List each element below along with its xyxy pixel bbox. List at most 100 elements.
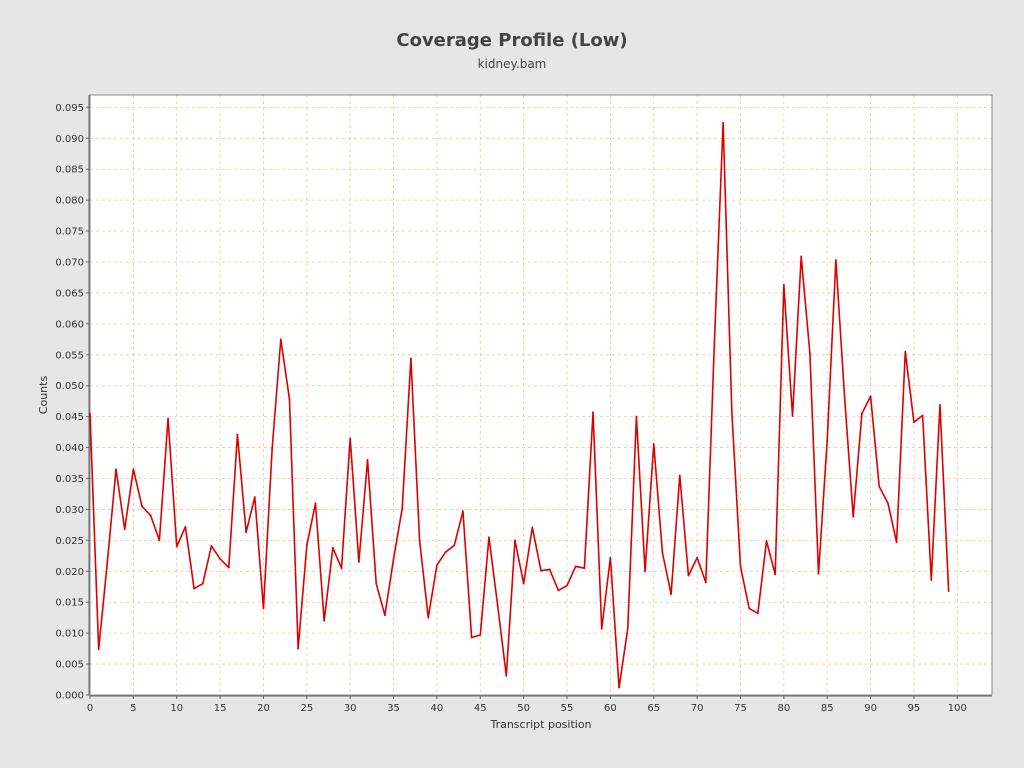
y-tick-label: 0.075 (55, 227, 84, 238)
data-point (175, 545, 178, 548)
data-point (861, 412, 863, 415)
data-point (635, 415, 638, 418)
data-point (887, 502, 889, 505)
data-point (236, 433, 239, 436)
data-point (305, 544, 308, 547)
y-tick-label: 0.060 (55, 319, 84, 330)
data-point (800, 255, 803, 258)
x-tick-label: 95 (908, 703, 921, 714)
data-point (600, 627, 603, 630)
data-point (410, 357, 412, 360)
data-point (193, 587, 195, 590)
x-tick-label: 85 (821, 703, 834, 714)
y-tick-label: 0.085 (55, 165, 84, 176)
data-point (895, 541, 898, 544)
data-point (626, 627, 629, 630)
data-point (444, 551, 447, 554)
data-point (288, 398, 291, 401)
x-tick-label: 65 (647, 703, 660, 714)
data-point (808, 352, 811, 354)
x-tick-label: 40 (431, 703, 444, 714)
data-point (349, 437, 352, 440)
data-point (340, 567, 343, 570)
x-tick-label: 90 (864, 703, 877, 714)
data-point (756, 612, 759, 615)
data-point (522, 582, 525, 585)
x-tick-label: 30 (344, 703, 357, 714)
data-point (843, 395, 846, 398)
chart-subtitle: kidney.bam (477, 57, 547, 71)
data-point (357, 561, 360, 563)
data-point (331, 546, 334, 549)
data-point (115, 468, 117, 471)
x-tick-label: 45 (474, 703, 487, 714)
data-point (210, 545, 213, 547)
y-tick-label: 0.030 (55, 505, 84, 516)
data-point (505, 674, 508, 677)
data-point (765, 540, 768, 542)
data-point (436, 564, 438, 567)
data-point (479, 634, 482, 636)
data-point (219, 558, 221, 560)
x-tick-label: 75 (734, 703, 747, 714)
data-point (488, 536, 490, 539)
data-point (852, 515, 855, 518)
data-point (878, 485, 881, 488)
data-point (782, 283, 785, 286)
data-point (462, 510, 464, 513)
series-layer (89, 121, 950, 689)
data-point (791, 415, 794, 417)
data-point (939, 403, 941, 406)
data-point (583, 567, 586, 570)
x-tick-label: 20 (257, 703, 270, 714)
series-line (89, 122, 950, 689)
x-tick-label: 50 (517, 703, 530, 714)
x-tick-label: 35 (387, 703, 400, 714)
data-point (566, 584, 568, 587)
data-point (496, 604, 499, 607)
data-point (366, 459, 369, 461)
data-point (548, 568, 551, 571)
data-point (592, 411, 594, 414)
data-point (184, 525, 187, 528)
data-point (609, 556, 612, 559)
data-point (644, 570, 646, 573)
data-point (557, 589, 560, 592)
y-axis-label: Counts (37, 376, 50, 415)
data-point (930, 579, 933, 581)
data-point (271, 447, 274, 450)
data-point (661, 551, 664, 554)
data-point (392, 558, 395, 560)
x-tick-label: 100 (948, 703, 967, 714)
data-point (774, 573, 777, 576)
axes: 0 5 10 15 20 25 30 35 40 45 50 55 60 65 70 75 80 85 90 95 10… (55, 94, 993, 714)
data-point (618, 686, 620, 689)
data-point (817, 572, 820, 575)
x-tick-label: 55 (561, 703, 574, 714)
data-point (834, 259, 837, 262)
plot-area (90, 95, 992, 695)
data-point (279, 338, 282, 341)
data-point (470, 636, 473, 639)
y-tick-label: 0.045 (55, 412, 84, 423)
data-point (687, 574, 690, 577)
x-tick-label: 10 (170, 703, 183, 714)
x-tick-label: 60 (604, 703, 617, 714)
y-tick-label: 0.050 (55, 381, 84, 392)
data-point (375, 582, 378, 585)
x-tick-label: 15 (214, 703, 227, 714)
x-tick-label: 80 (777, 703, 790, 714)
y-tick-label: 0.095 (55, 103, 84, 114)
y-tick-label: 0.020 (55, 567, 84, 578)
data-point (722, 121, 725, 124)
data-point (670, 593, 672, 596)
data-point (652, 442, 655, 445)
data-point (123, 528, 126, 531)
data-point (453, 544, 456, 547)
data-point (947, 590, 950, 592)
data-point (227, 566, 230, 569)
data-point (245, 531, 248, 534)
y-tick-label: 0.025 (55, 536, 84, 547)
data-point (904, 350, 907, 353)
